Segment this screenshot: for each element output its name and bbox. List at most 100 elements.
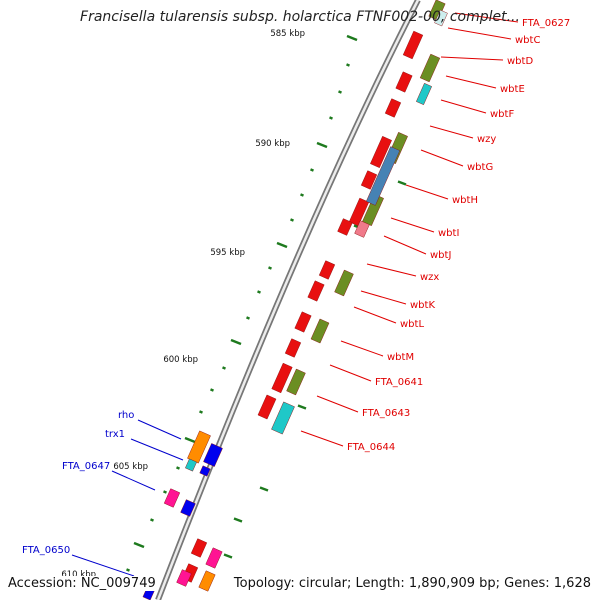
gene-label-forward: wbtC <box>515 35 540 46</box>
gene-reverse <box>205 547 223 569</box>
gene-forward-cog <box>271 401 295 435</box>
gene-label-forward: wbtJ <box>430 250 451 261</box>
leader-line <box>300 430 344 447</box>
gene-label-reverse: FTA_0647 <box>62 461 110 472</box>
gene-reverse <box>198 570 216 592</box>
gene-reverse <box>176 569 192 587</box>
leader-line <box>405 184 449 200</box>
leader-line <box>383 235 427 255</box>
leader-line <box>454 12 519 23</box>
gene-forward-cog <box>434 9 448 27</box>
gene-forward <box>360 170 378 190</box>
leader-line <box>447 27 512 40</box>
gene-label-forward: wbtD <box>507 56 533 67</box>
gene-forward-cog <box>334 269 354 297</box>
major-tick <box>276 241 288 249</box>
major-tick <box>316 141 328 149</box>
minor-tick <box>176 466 180 470</box>
gene-label-reverse: rho <box>118 410 134 421</box>
leader-line <box>440 56 504 61</box>
gene-label-forward: wbtI <box>438 228 459 239</box>
minor-tick <box>126 568 130 572</box>
gene-forward <box>402 30 424 60</box>
leader-line <box>420 149 464 167</box>
gene-forward <box>384 98 402 118</box>
major-tick <box>184 436 196 444</box>
gene-forward <box>318 260 336 280</box>
scale-label: 590 kbp <box>255 139 290 149</box>
leader-line <box>111 470 156 491</box>
gene-forward <box>284 338 302 358</box>
genome-backbone <box>155 0 421 600</box>
minor-tick <box>150 518 154 522</box>
major-tick <box>346 34 358 42</box>
gene-reverse <box>199 465 211 477</box>
gene-label-reverse: trx1 <box>105 429 125 440</box>
gene-forward <box>395 71 413 93</box>
gene-label-forward: wbtE <box>500 84 525 95</box>
gene-forward-cog <box>286 368 306 396</box>
scale-label: 585 kbp <box>270 29 305 39</box>
gene-reverse <box>163 488 181 508</box>
gene-forward <box>271 362 293 394</box>
gene-forward-cog <box>419 53 441 83</box>
genome-stats-text: Topology: circular; Length: 1,890,909 bp… <box>233 576 591 591</box>
gene-reverse <box>185 458 197 472</box>
gene-forward-cog <box>416 82 432 106</box>
gene-label-forward: wbtK <box>410 300 435 311</box>
gene-label-forward: FTA_0644 <box>347 442 395 453</box>
backbone-inner <box>156 0 420 600</box>
gene-forward <box>348 197 370 227</box>
minor-tick <box>210 388 214 392</box>
major-tick <box>233 517 243 523</box>
leader-line <box>340 340 384 357</box>
scale-label: 595 kbp <box>210 248 245 258</box>
gene-label-reverse: FTA_0650 <box>22 545 70 556</box>
minor-tick <box>310 168 314 172</box>
gene-label-forward: FTA_0627 <box>522 18 570 29</box>
minor-tick <box>163 490 167 494</box>
minor-tick <box>346 63 350 67</box>
gene-label-forward: wbtH <box>452 195 478 206</box>
minor-tick <box>338 90 342 94</box>
leader-line <box>137 419 182 440</box>
gene-forward <box>307 280 325 302</box>
major-tick <box>297 404 307 410</box>
minor-tick <box>290 218 294 222</box>
minor-tick <box>300 193 304 197</box>
gene-forward-cog <box>354 220 370 238</box>
minor-tick <box>222 366 226 370</box>
gene-label-forward: FTA_0643 <box>362 408 410 419</box>
gene-forward-cog <box>310 318 330 344</box>
major-tick <box>223 553 233 559</box>
leader-line <box>390 217 435 233</box>
major-tick <box>259 486 269 492</box>
label-leader-lines <box>71 12 519 577</box>
gene-reverse <box>180 499 196 517</box>
leader-line <box>329 364 372 382</box>
accession-text: Accession: NC_009749 <box>8 576 156 591</box>
leader-line <box>316 395 359 413</box>
gene-forward <box>370 135 392 169</box>
minor-tick <box>329 116 333 120</box>
gene-label-forward: wzx <box>420 272 439 283</box>
leader-line <box>445 75 497 89</box>
gene-forward <box>190 538 208 558</box>
backbone-outer <box>155 0 421 600</box>
scale-label: 610 kbp <box>61 570 96 580</box>
leader-line <box>360 290 407 305</box>
leader-line <box>130 438 184 461</box>
major-tick <box>230 338 242 346</box>
scale-labels: 585 kbp 590 kbp 595 kbp 600 kbp 605 kbp 610 k… <box>61 29 305 580</box>
gene-reverse <box>203 443 223 467</box>
leader-line <box>366 263 417 277</box>
map-title: Francisella tularensis subsp. holarctica… <box>80 9 520 25</box>
gene-forward <box>294 311 312 333</box>
gene-label-forward: wbtF <box>490 109 514 120</box>
minor-tick <box>268 266 272 270</box>
leader-line <box>440 99 487 114</box>
gene-label-forward: FTA_0641 <box>375 377 423 388</box>
leader-line <box>353 306 397 324</box>
minor-tick <box>257 290 261 294</box>
